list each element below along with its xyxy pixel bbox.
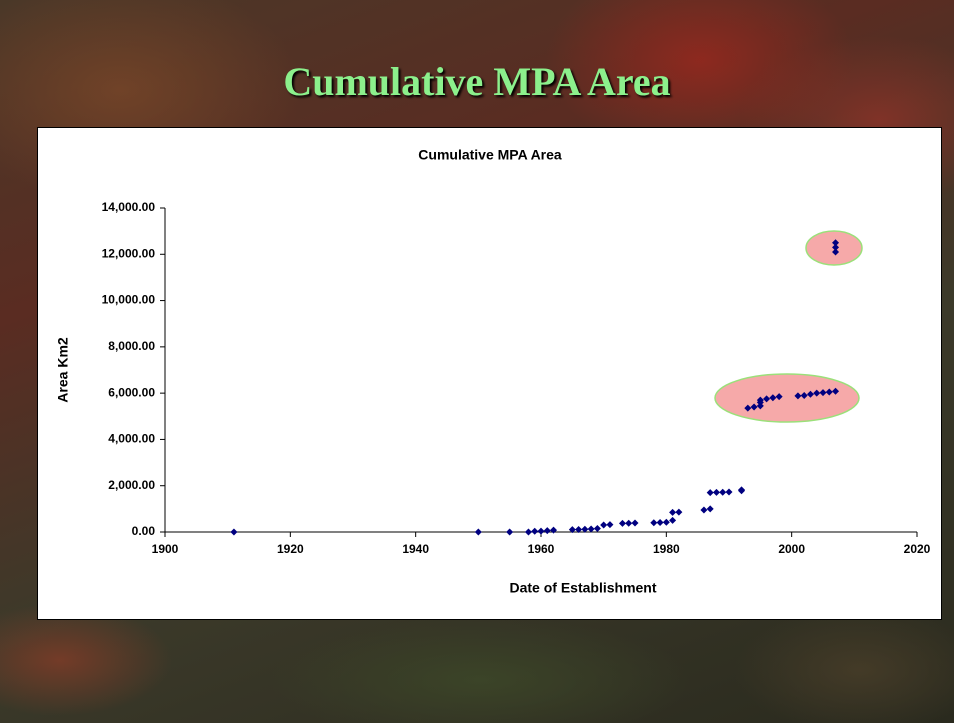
point — [606, 521, 614, 529]
highlight — [714, 373, 860, 423]
chart-title: Cumulative MPA Area — [418, 147, 562, 163]
point — [675, 508, 683, 516]
point — [650, 519, 658, 527]
point — [662, 518, 670, 526]
x-tick-label: 2020 — [904, 542, 931, 556]
point — [625, 519, 633, 527]
point — [568, 526, 576, 534]
point — [775, 393, 783, 401]
point — [712, 488, 720, 496]
point — [800, 391, 808, 399]
y-tick-label: 6,000.00 — [108, 385, 155, 399]
point — [832, 239, 840, 247]
y-tick-label: 14,000.00 — [102, 200, 156, 214]
slide-title: Cumulative MPA Area — [283, 59, 671, 104]
point — [832, 387, 840, 395]
point — [669, 516, 677, 524]
point — [706, 489, 714, 497]
point — [524, 528, 532, 536]
point — [725, 488, 733, 496]
x-tick-label: 1980 — [653, 542, 680, 556]
point — [230, 528, 238, 536]
point — [706, 505, 714, 513]
chart: Cumulative MPA Area Date of Establishmen… — [37, 127, 942, 620]
point — [575, 525, 583, 533]
point — [543, 527, 551, 535]
point — [474, 528, 482, 536]
point — [600, 521, 608, 529]
y-tick-label: 0.00 — [132, 524, 156, 538]
x-tick-label: 1900 — [152, 542, 179, 556]
point — [631, 519, 639, 527]
x-tick-label: 2000 — [778, 542, 805, 556]
y-tick-label: 8,000.00 — [108, 339, 155, 353]
point — [769, 394, 777, 402]
point — [719, 488, 727, 496]
point — [832, 243, 840, 251]
x-tick-label: 1920 — [277, 542, 304, 556]
point — [669, 508, 677, 516]
x-tick-label: 1960 — [528, 542, 555, 556]
y-tick-label: 4,000.00 — [108, 432, 155, 446]
point — [763, 395, 771, 403]
point — [813, 389, 821, 397]
y-axis-title: Area Km2 — [55, 337, 71, 403]
point — [794, 392, 802, 400]
point — [593, 525, 601, 533]
x-tick-label: 1940 — [402, 542, 429, 556]
point — [618, 519, 626, 527]
point — [700, 506, 708, 514]
point — [825, 388, 833, 396]
point — [744, 404, 752, 412]
point — [756, 396, 764, 404]
point — [832, 248, 840, 256]
y-tick-label: 2,000.00 — [108, 478, 155, 492]
point — [656, 519, 664, 527]
point — [537, 527, 545, 535]
x-axis-title: Date of Establishment — [509, 580, 656, 596]
y-tick-label: 10,000.00 — [102, 293, 156, 307]
point — [819, 389, 827, 397]
point — [581, 525, 589, 533]
point — [531, 527, 539, 535]
y-tick-label: 12,000.00 — [102, 246, 156, 260]
point — [806, 390, 814, 398]
point — [587, 525, 595, 533]
point — [738, 486, 746, 494]
point — [750, 403, 758, 411]
point — [506, 528, 514, 536]
point — [550, 526, 558, 534]
